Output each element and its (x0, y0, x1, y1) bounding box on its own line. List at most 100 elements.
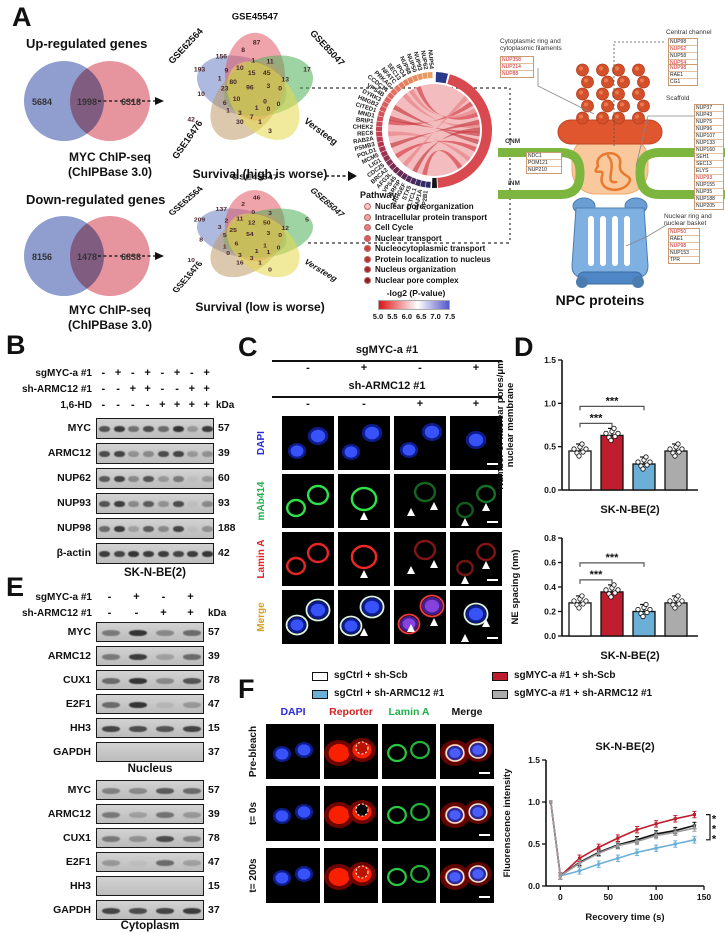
condition-symbol: + (188, 383, 196, 395)
down-venn5-count: 12 (281, 226, 289, 231)
up-venn5-count: 8 (241, 47, 245, 54)
membrane-ring (413, 539, 437, 561)
panel-d-label: D (514, 332, 534, 362)
panel-b-blot-strip (96, 518, 214, 539)
down-venn5-count: 5 (305, 218, 309, 223)
data-point (667, 598, 673, 604)
down-venn5-set-label: GSE85047 (308, 186, 348, 219)
caption-line: (ChIPBase 3.0) (67, 165, 153, 179)
panel-e-nucleus-blot-strip (96, 694, 204, 714)
frap-sig-label: * (712, 824, 717, 836)
panel-b-band (187, 526, 199, 532)
nucleus-core (275, 810, 289, 822)
down-venn5-count: 137 (216, 208, 228, 213)
f-image-cell (382, 848, 436, 903)
bleach-spot (356, 742, 368, 754)
frap-sig-label: * (712, 834, 717, 846)
down-venn5-count: 10 (187, 259, 195, 264)
down-venn-title: Down-regulated genes (26, 192, 166, 207)
membrane-ring (305, 598, 331, 622)
down-venn5-set-label: GSE62564 (166, 184, 206, 217)
up-venn5-count: 1 (255, 105, 259, 112)
down-venn5-count: 1 (267, 250, 271, 255)
npc-filament-bead (576, 63, 589, 77)
y-tick-label: 0.0 (544, 631, 556, 641)
nucleus-core (402, 444, 416, 456)
npc-filament-bead (632, 87, 645, 101)
down-venn5-count: 0 (277, 246, 281, 251)
npc-filament-highlight (604, 102, 608, 107)
c-image (287, 427, 329, 459)
chord-gene-label: CHEK2 (353, 125, 374, 131)
npc-filament-highlight (615, 66, 619, 71)
colorbar-title: -log2 (P-value) (386, 288, 446, 298)
nucleus-core (344, 446, 358, 458)
bleach-circle (355, 803, 369, 817)
condition-symbol: - (161, 591, 166, 603)
panel-b-band (98, 476, 110, 482)
venn-count-left: 8156 (32, 252, 52, 262)
frap-y-axis-label: Fluorenscence intensity (502, 768, 513, 877)
frap-title: SK-N-BE(2) (595, 741, 655, 753)
scale-bar (487, 521, 498, 523)
chord-gene-arc (376, 131, 383, 137)
c-image (339, 595, 385, 637)
panel-b-kda-value: 57 (218, 422, 230, 434)
npc-basket-slot (612, 216, 618, 266)
npc-filament-highlight (620, 78, 624, 83)
condition-symbol: - (107, 591, 112, 603)
panel-b-band (157, 451, 169, 457)
frap-marker (616, 844, 620, 848)
panel-e-cytoplasm-kda-value: 57 (208, 784, 220, 796)
npc-onm-right (660, 148, 725, 157)
up-venn5-count: 0 (267, 106, 271, 113)
c-header1-symbol: + (472, 362, 480, 374)
data-point (615, 587, 621, 593)
up-venn5-count: 80 (229, 79, 237, 86)
data-point (611, 425, 617, 432)
c-image-cell (338, 590, 390, 644)
frap-marker (597, 845, 601, 849)
scale-bar (479, 834, 490, 836)
panel-e-cytoplasm-band (101, 787, 120, 794)
npc-filament-bead (612, 63, 625, 77)
data-point (603, 587, 609, 593)
frap-marker (597, 851, 601, 855)
npc-cyto-box-item: NUP358 (502, 57, 521, 63)
panel-e-cytoplasm-band (155, 811, 174, 818)
npc-cyto-box-item: NUP214 (501, 63, 533, 70)
frap-line-chart: SK-N-BE(2)0.00.51.01.50 50 100 150***Fluore… (502, 741, 717, 923)
c-image (407, 481, 438, 516)
down-venn5-count: 0 (226, 251, 230, 256)
panel-e-nucleus-blot-strip (96, 646, 204, 666)
panel-b-protein-label: β-actin (56, 547, 91, 559)
npc-filament-highlight (635, 90, 639, 95)
c-image-cell (282, 532, 334, 586)
membrane-ring (306, 542, 330, 564)
data-point (635, 459, 641, 465)
up-venn5-count: 11 (266, 59, 273, 66)
up-venn5-count: 0 (263, 99, 267, 106)
y-tick-label: 1.5 (544, 355, 556, 365)
pathway-legend-item: Protein localization to nucleus (375, 254, 491, 264)
condition-symbol: - (107, 607, 112, 619)
npc-inm-right (660, 190, 725, 199)
f-image (440, 800, 492, 836)
npc-central-box2: NUP98 RAE1 CG1 (668, 64, 698, 86)
f-col-header: Reporter (329, 706, 373, 718)
panel-f-label: F (238, 674, 255, 704)
arrowhead-icon (461, 634, 469, 642)
chord-ribbon (388, 101, 474, 126)
data-point (615, 430, 621, 437)
chord-hub-arc (437, 74, 492, 188)
down-venn5-count: 12 (248, 221, 256, 226)
npc-filament-highlight (584, 102, 588, 107)
up-venn5-count: 13 (281, 77, 289, 84)
down-venn5-count: 1 (263, 244, 267, 249)
condition-symbol: - (101, 383, 106, 395)
membrane-ring (456, 559, 474, 577)
up-venn5-count: 1 (226, 108, 230, 115)
c-image-cell (394, 474, 446, 528)
chord-gene-arc (427, 72, 433, 79)
